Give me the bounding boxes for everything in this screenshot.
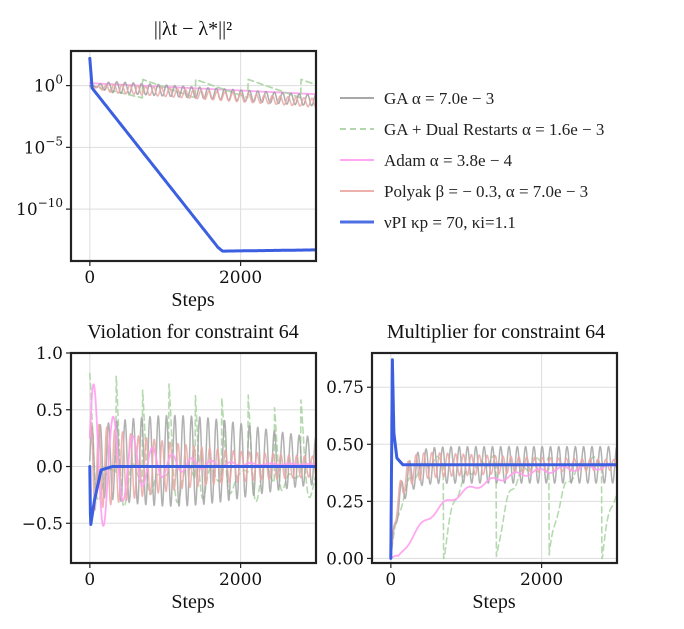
x-tick-label: 2000 (219, 570, 262, 590)
polyak-series (390, 451, 617, 560)
y-tick-label: 0.00 (326, 549, 364, 569)
adam-series (88, 82, 316, 96)
multiplier-frame (370, 351, 619, 565)
violation-frame (69, 351, 318, 565)
y-tick-label: 1.0 (36, 344, 63, 364)
x-tick-label: 0 (385, 570, 396, 590)
ga-dual-restarts-series (88, 78, 316, 99)
adam-series (389, 462, 617, 560)
violation-series (88, 372, 316, 527)
distance-panel: ||λt − λ*||² 0 2000 100 10−5 10−10 Steps (16, 18, 318, 311)
polyak-series (89, 420, 316, 511)
distance-title: ||λt − λ*||² (154, 18, 232, 40)
y-tick-label: 0.25 (326, 492, 364, 512)
nupi-series (88, 465, 316, 526)
distance-ticks: 0 2000 100 10−5 10−10 (16, 73, 262, 288)
violation-panel: Violation for constraint 64 0 20001.00.50… (22, 321, 318, 613)
distance-grid (71, 51, 316, 261)
y-tick-label: 0.75 (326, 378, 364, 398)
multiplier-xlabel: Steps (472, 591, 516, 613)
legend-label-ga_dual: GA + Dual Restarts α = 1.6e − 3 (384, 120, 604, 139)
multiplier-panel: Multiplier for constraint 64 0 2000 0.75 0.… (326, 321, 619, 613)
violation-xlabel: Steps (171, 591, 215, 613)
distance-series (88, 56, 316, 253)
x-tick-label: 0 (84, 570, 95, 590)
legend-label-polyak: Polyak β = − 0.3, α = 7.0e − 3 (384, 182, 588, 201)
y-tick-label: −0.5 (22, 514, 63, 534)
distance-xlabel: Steps (171, 289, 215, 311)
multiplier-series (389, 358, 617, 560)
multiplier-ticks: 0 2000 0.75 0.50 0.25 0.00 (326, 378, 563, 590)
legend-label-nupi: νPI κp = 70, κi=1.1 (384, 213, 516, 232)
x-tick-label: 0 (84, 268, 95, 288)
violation-title: Violation for constraint 64 (87, 321, 299, 343)
polyak-series (89, 83, 316, 108)
legend-label-ga: GA α = 7.0e − 3 (384, 89, 494, 108)
y-tick-label: 0.50 (326, 435, 364, 455)
legend: GA α = 7.0e − 3 GA + Dual Restarts α = 1.… (340, 89, 604, 232)
y-tick-label: 0.0 (36, 458, 63, 478)
distance-frame (69, 49, 318, 263)
adam-series (88, 383, 316, 527)
y-tick-label: 100 (34, 73, 63, 97)
violation-ticks: 0 2000 1.0 0.5 0.0 −0.5 (22, 344, 263, 590)
multiplier-title: Multiplier for constraint 64 (387, 321, 605, 343)
y-tick-label: 10−10 (16, 196, 63, 220)
nupi-series (88, 56, 316, 253)
legend-label-adam: Adam α = 3.8e − 4 (384, 151, 513, 170)
y-tick-label: 0.5 (36, 401, 63, 421)
nupi-series (389, 358, 617, 560)
y-tick-label: 10−5 (24, 134, 63, 158)
x-tick-label: 2000 (520, 570, 563, 590)
x-tick-label: 2000 (219, 268, 262, 288)
